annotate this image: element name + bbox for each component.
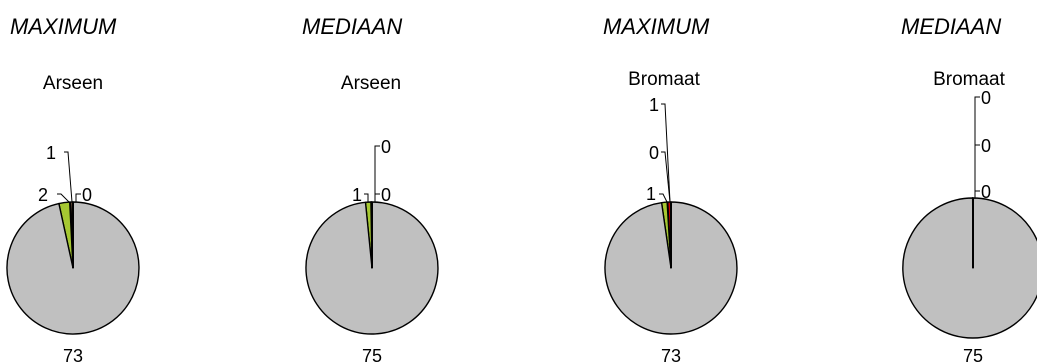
pie-title: Bromaat <box>933 69 1006 90</box>
pie-slice-label: 1 <box>352 185 362 205</box>
pie-slice-label: 0 <box>649 143 659 163</box>
pie-slice-label: 1 <box>649 95 659 115</box>
pie-title: Bromaat <box>628 69 701 90</box>
pie-leader-line <box>364 193 369 202</box>
pie-leader-line <box>374 193 380 202</box>
pie-slice-label: 0 <box>981 182 991 202</box>
pie-title: Arseen <box>43 73 103 94</box>
pie-slices <box>305 201 439 335</box>
pie-heading: MEDIAAN <box>901 14 1001 39</box>
pie-slice-label: 73 <box>63 346 83 363</box>
pie-leader-line <box>661 103 671 203</box>
pie-leader-line <box>57 193 70 203</box>
pie-slices <box>902 197 1037 339</box>
pie-leader-line <box>974 96 980 198</box>
pie-leader-line <box>659 193 668 203</box>
pie-heading: MAXIMUM <box>603 14 710 39</box>
pie-leader-line <box>974 190 980 198</box>
pie-heading: MAXIMUM <box>10 14 117 39</box>
pie-title: Arseen <box>341 73 401 94</box>
pie-chart-1: MAXIMUM Arseen 0 1 2 73 <box>6 14 140 363</box>
pie-slice <box>902 197 1037 339</box>
pie-leader-line <box>64 151 73 203</box>
pie-slice-label: 1 <box>46 143 56 163</box>
pie-slice-label: 0 <box>981 136 991 156</box>
pie-heading: MEDIAAN <box>302 14 402 39</box>
pie-leader-line <box>75 193 81 202</box>
pie-leader-line <box>974 144 980 198</box>
pie-leader-line <box>661 151 671 203</box>
pie-slices <box>604 201 738 335</box>
pie-chart-3: MAXIMUM Bromaat 1 0 1 73 <box>603 14 738 363</box>
pie-slice-label: 2 <box>38 185 48 205</box>
pie-slice-label: 0 <box>381 137 391 157</box>
pie-slice-label: 0 <box>381 185 391 205</box>
pie-slice-label: 1 <box>646 184 656 204</box>
pie-slice-label: 75 <box>362 346 382 363</box>
pie-slice-label: 75 <box>963 346 983 363</box>
pie-slice-label: 73 <box>661 346 681 363</box>
pie-slices <box>6 201 140 335</box>
pie-slice-label: 0 <box>82 185 92 205</box>
pie-slice-label: 0 <box>981 88 991 108</box>
pie-leader-line <box>374 145 380 202</box>
